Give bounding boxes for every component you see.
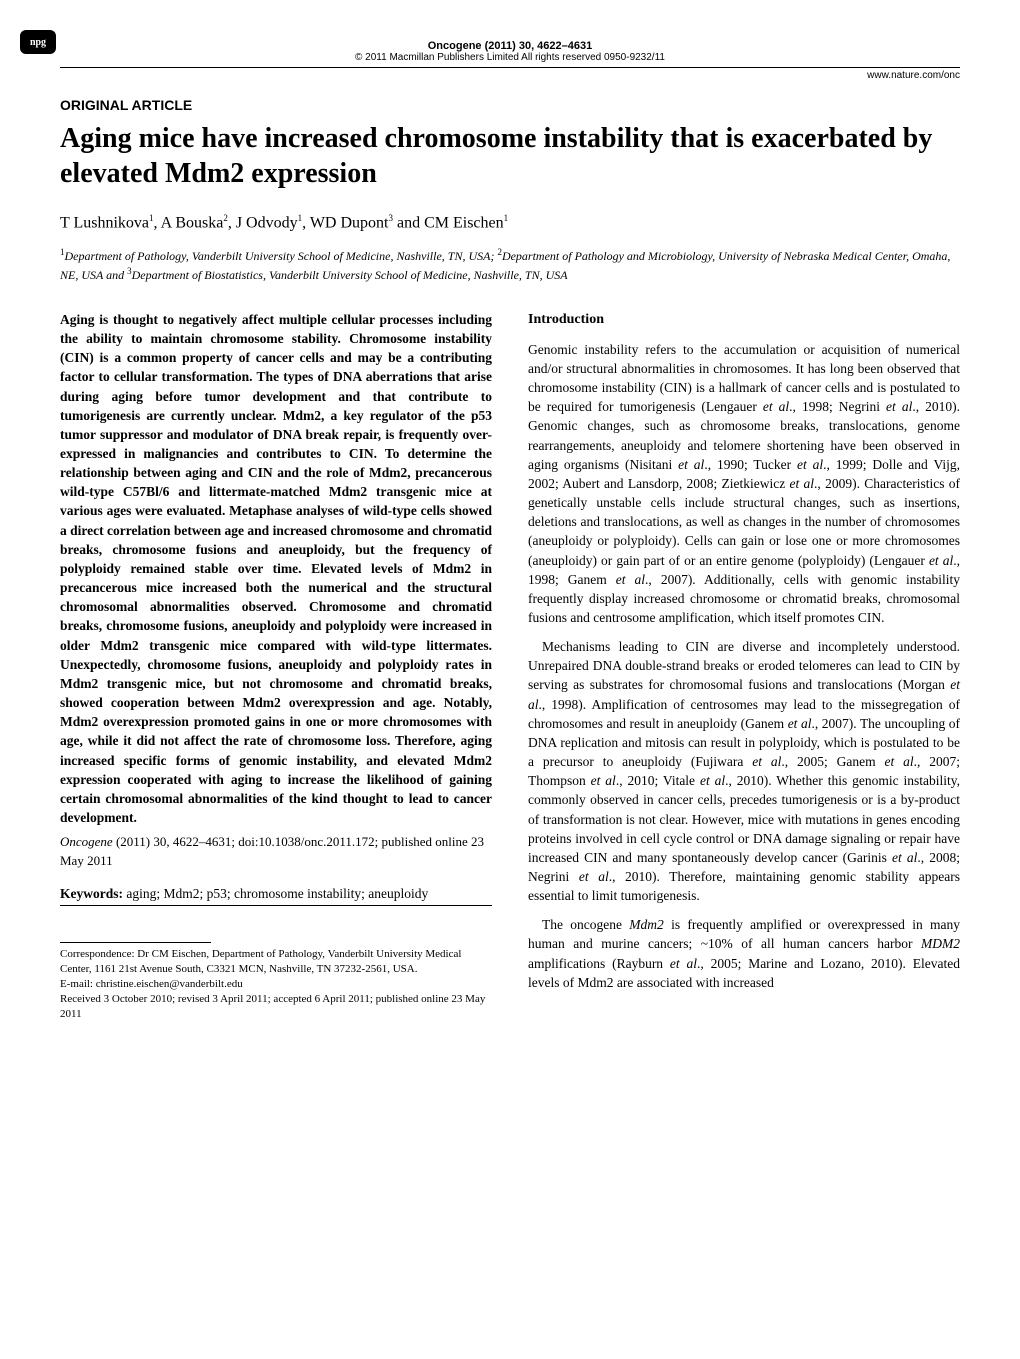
keywords-text: aging; Mdm2; p53; chromosome instability… (123, 886, 428, 901)
received-dates: Received 3 October 2010; revised 3 April… (60, 992, 492, 1022)
citation-journal: Oncogene (60, 834, 113, 849)
keywords-block: Keywords: aging; Mdm2; p53; chromosome i… (60, 884, 492, 906)
journal-citation: Oncogene (2011) 30, 4622–4631 (60, 40, 960, 52)
header-divider (60, 67, 960, 68)
abstract-text: Aging is thought to negatively affect mu… (60, 310, 492, 827)
body-paragraph: Mechanisms leading to CIN are diverse an… (528, 637, 960, 905)
citation-details: (2011) 30, 4622–4631; doi:10.1038/onc.20… (60, 834, 484, 867)
journal-url: www.nature.com/onc (60, 70, 960, 81)
keywords-label: Keywords: (60, 886, 123, 901)
publisher-badge: npg (20, 30, 56, 54)
correspondence-footer: Correspondence: Dr CM Eischen, Departmen… (60, 942, 492, 1021)
two-column-layout: Aging is thought to negatively affect mu… (60, 310, 960, 1022)
keywords-divider (60, 905, 492, 906)
affiliations: 1Department of Pathology, Vanderbilt Uni… (60, 246, 960, 284)
body-paragraph: Genomic instability refers to the accumu… (528, 340, 960, 627)
left-column: Aging is thought to negatively affect mu… (60, 310, 492, 1022)
copyright-line: © 2011 Macmillan Publishers Limited All … (60, 52, 960, 63)
correspondence-email: E-mail: christine.eischen@vanderbilt.edu (60, 977, 492, 992)
article-title: Aging mice have increased chromosome ins… (60, 121, 960, 191)
footer-divider (60, 942, 211, 943)
right-column: Introduction Genomic instability refers … (528, 310, 960, 1022)
author-list: T Lushnikova1, A Bouska2, J Odvody1, WD … (60, 213, 960, 232)
article-citation: Oncogene (2011) 30, 4622–4631; doi:10.10… (60, 833, 492, 870)
article-type: ORIGINAL ARTICLE (60, 97, 960, 113)
header-block: Oncogene (2011) 30, 4622–4631 © 2011 Mac… (60, 40, 960, 63)
body-paragraph: The oncogene Mdm2 is frequently amplifie… (528, 915, 960, 992)
introduction-heading: Introduction (528, 310, 960, 330)
correspondence-text: Correspondence: Dr CM Eischen, Departmen… (60, 947, 492, 977)
introduction-body: Genomic instability refers to the accumu… (528, 340, 960, 992)
